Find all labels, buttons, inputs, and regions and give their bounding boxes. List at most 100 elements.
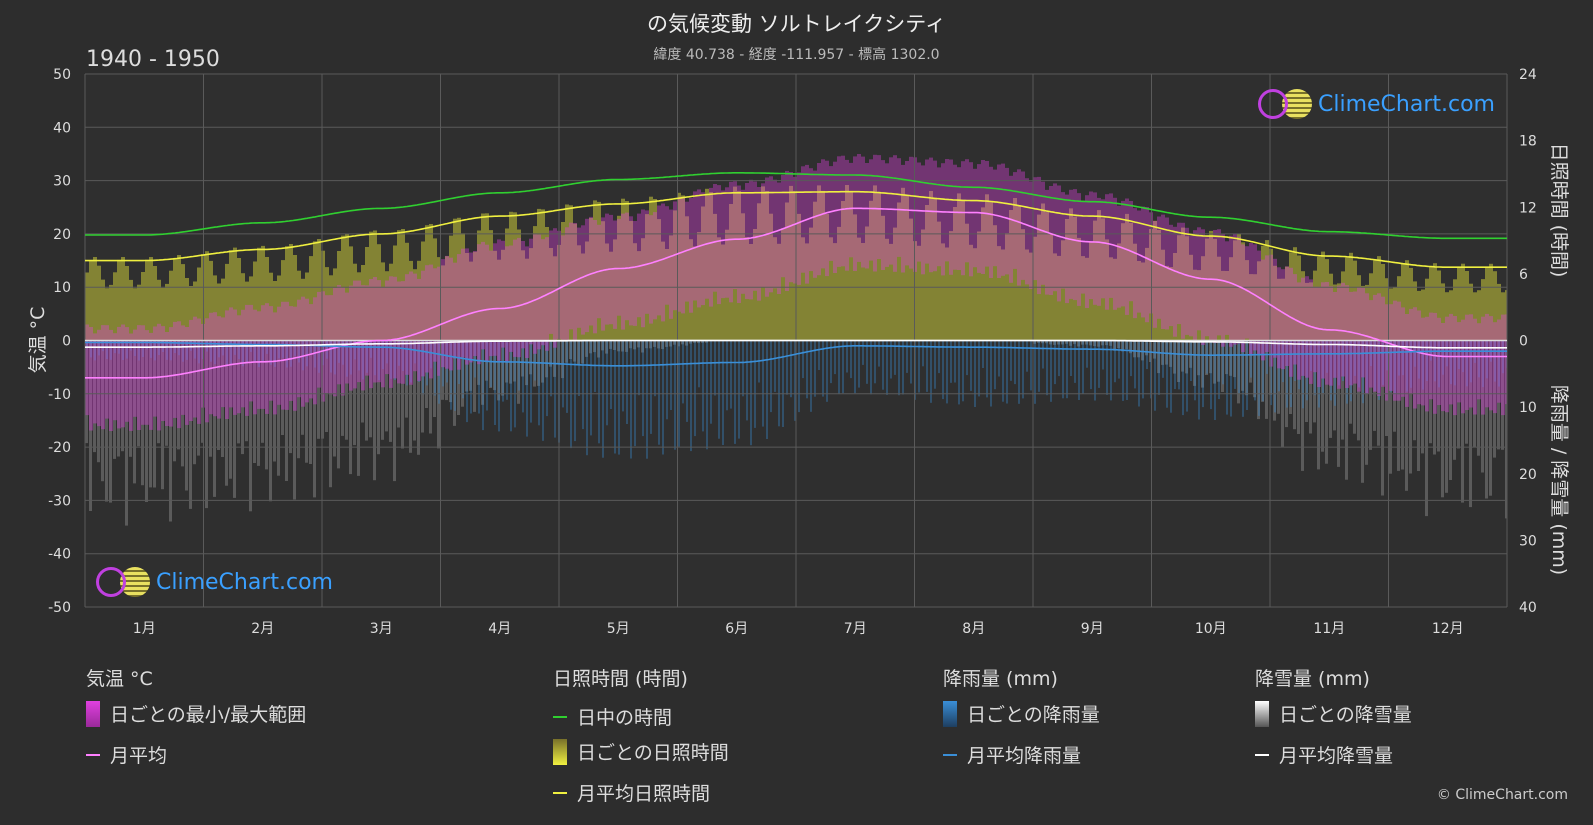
temp-range-bar [421, 270, 425, 377]
sunshine-bar [1449, 290, 1453, 341]
temp-range-bar [1053, 183, 1057, 292]
rain-bar [498, 340, 500, 432]
y-tick-right-sun: 0 [1519, 334, 1528, 350]
temp-range-bar [709, 187, 713, 307]
sunshine-bar [689, 239, 693, 341]
rain-bar [210, 340, 212, 362]
sunshine-bar [1209, 230, 1213, 341]
sunshine-bar [1105, 239, 1109, 341]
temp-range-bar [741, 189, 745, 294]
rain-bar [782, 340, 784, 427]
temp-range-bar [1269, 254, 1273, 367]
sunshine-bar [1065, 219, 1069, 341]
snow-bar [1237, 340, 1240, 404]
temp-range-bar [121, 324, 125, 428]
snow-bar [189, 340, 192, 509]
rain-bar [530, 340, 532, 423]
y-tick-right-precip: 10 [1519, 400, 1537, 416]
temp-range-bar [501, 240, 505, 348]
temp-range-bar [141, 325, 145, 425]
rain-bar [1262, 340, 1264, 402]
snow-bar [1433, 340, 1436, 455]
rain-bar [262, 340, 264, 362]
rain-bar [766, 340, 768, 439]
rain-bar [982, 340, 984, 368]
temp-range-bar [333, 288, 337, 397]
rain-bar [162, 340, 164, 352]
sunshine-bar [477, 230, 481, 341]
rain-bar [874, 340, 876, 384]
sunshine-bar [593, 200, 597, 341]
temp-range-bar [629, 216, 633, 326]
rain-bar [702, 340, 704, 432]
temp-range-bar [1049, 186, 1053, 295]
snow-bar [541, 340, 544, 383]
sunshine-bar [1265, 240, 1269, 341]
temp-range-bar [697, 189, 701, 308]
temp-range-bar [1233, 233, 1237, 345]
snow-bar [1157, 340, 1160, 374]
rain-bar [1218, 340, 1220, 400]
temp-range-bar [1029, 181, 1033, 289]
logo-top[interactable]: ClimeChart.com [1258, 89, 1495, 119]
sunshine-bar [1185, 236, 1189, 341]
rain-bar [1330, 340, 1332, 401]
sunshine-bar [953, 207, 957, 341]
snow-bar [117, 340, 120, 457]
temp-range-bar [981, 160, 985, 274]
snow-bar [1457, 340, 1460, 449]
rain-bar [930, 340, 932, 403]
y-tick-left: 30 [53, 174, 71, 190]
snow-bar [1285, 340, 1288, 428]
rain-bar [1194, 340, 1196, 401]
sunshine-bar [425, 225, 429, 341]
snow-bar [553, 340, 556, 377]
rain-bar [1102, 340, 1104, 370]
rain-bar [102, 340, 104, 352]
rain-bar [194, 340, 196, 359]
temp-range-bar [1305, 276, 1309, 378]
legend-sun-title: 日照時間 (時間) [553, 668, 688, 690]
rain-bar [222, 340, 224, 356]
snow-bar [225, 340, 228, 486]
temp-range-bar [893, 155, 897, 272]
temp-range-bar [1357, 287, 1361, 392]
sunshine-bar [1445, 292, 1449, 341]
temp-range-bar [245, 304, 249, 416]
sunshine-bar [1325, 259, 1329, 341]
sunshine-bar [1181, 227, 1185, 341]
sunshine-bar [805, 243, 809, 341]
logo-bottom[interactable]: ClimeChart.com [96, 567, 333, 597]
sunshine-bar [1233, 240, 1237, 341]
sunshine-bar [725, 229, 729, 341]
sunshine-bar [221, 278, 225, 341]
snow-bar [673, 340, 676, 345]
sunshine-bar [1109, 257, 1113, 341]
rain-bar [1054, 340, 1056, 385]
sunshine-bar [681, 195, 685, 341]
sunshine-bar [1393, 287, 1397, 341]
temp-range-bar [1089, 191, 1093, 300]
sunshine-bar [993, 225, 997, 341]
rain-bar [1270, 340, 1272, 406]
sunshine-bar [937, 221, 941, 341]
sunshine-bar [1253, 274, 1257, 341]
rain-bar [862, 340, 864, 365]
temp-range-bar [1109, 193, 1113, 298]
sunshine-bar [1457, 267, 1461, 341]
sunshine-bar [185, 278, 189, 341]
temp-range-bar [1365, 293, 1369, 394]
snow-bar [325, 340, 328, 432]
sunshine-bar [705, 188, 709, 341]
temp-range-bar [289, 306, 293, 401]
temp-range-bar [853, 156, 857, 271]
logo-text: ClimeChart.com [156, 569, 333, 595]
sunshine-bar [1121, 223, 1125, 341]
snow-bar [441, 340, 444, 400]
rain-bar [942, 340, 944, 400]
temp-range-bar [1185, 227, 1189, 335]
rain-bar [474, 340, 476, 378]
temp-range-bar [945, 159, 949, 262]
rain-bar [762, 340, 764, 427]
sunshine-bar [1413, 281, 1417, 341]
